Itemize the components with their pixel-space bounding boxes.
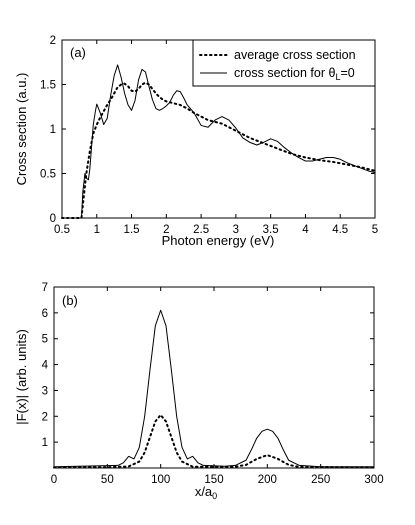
x-tick-label-a-0: 0.5 <box>54 224 70 236</box>
y-tick-label-b-5: 6 <box>42 308 48 320</box>
x-tick-label-a-8: 4.5 <box>332 224 348 236</box>
x-tick-label-b-1: 50 <box>101 474 114 486</box>
y-tick-label-b-6: 7 <box>42 282 48 294</box>
y-tick-label-b-1: 2 <box>42 411 48 423</box>
panel-b-xlabel-sub: 0 <box>212 491 217 501</box>
x-tick-label-b-2: 100 <box>151 474 170 486</box>
y-tick-label-b-2: 3 <box>42 385 48 397</box>
y-tick-label-b-3: 4 <box>42 360 49 372</box>
panel-b-series <box>53 309 375 469</box>
panel-b-ylabel: |F(x)| (arb. units) <box>14 329 29 425</box>
series-a-dotted-line <box>61 81 376 219</box>
x-tick-label-b-3: 150 <box>204 474 223 486</box>
x-tick-label-a-2: 1.5 <box>124 224 140 236</box>
y-tick-label-a-3: 1.5 <box>40 80 56 92</box>
panel-a-xlabel: Photon energy (eV) <box>162 233 275 248</box>
panel-b-xlabel: x/a0 <box>195 484 217 501</box>
legend-label-theta-sub: L <box>335 72 340 82</box>
y-tick-label-a-2: 1 <box>50 124 56 136</box>
series-a-solid-line <box>62 64 376 219</box>
panel-a-legend: average cross section cross section for … <box>192 39 376 87</box>
y-tick-label-b-4: 5 <box>42 334 48 346</box>
y-tick-label-b-0: 1 <box>42 437 48 449</box>
x-tick-label-a-7: 4 <box>302 224 309 236</box>
legend-box <box>192 39 376 87</box>
panel-a-tag: (a) <box>70 45 86 60</box>
legend-label-average: average cross section <box>234 48 356 62</box>
x-tick-label-a-9: 5 <box>372 224 378 236</box>
x-tick-label-a-4: 2.5 <box>193 224 209 236</box>
panel-b-ticks: 0 50 100 150 200 250 300 1 2 3 4 5 6 7 <box>42 282 384 486</box>
series-b-solid-line <box>53 309 374 468</box>
x-tick-label-b-4: 200 <box>258 474 277 486</box>
legend-label-theta: cross section for θL=0 <box>234 66 355 82</box>
panel-a-ticks: 0.5 1 1.5 2 2.5 3 3.5 4 4.5 500.511.52 <box>40 35 378 236</box>
x-tick-label-a-5: 3 <box>233 224 239 236</box>
y-tick-label-a-0: 0 <box>50 213 56 225</box>
x-tick-label-b-6: 300 <box>364 474 383 486</box>
x-tick-label-b-5: 250 <box>311 474 330 486</box>
x-tick-label-a-3: 2 <box>163 224 169 236</box>
x-tick-label-a-1: 1 <box>94 224 100 236</box>
panel-b-frame <box>53 286 375 469</box>
legend-label-theta-prefix: cross section for θ <box>234 66 335 80</box>
legend-label-theta-suffix: =0 <box>340 66 354 80</box>
panel-a: 0.5 1 1.5 2 2.5 3 3.5 4 4.5 500.511.52 (a) Photon… <box>14 35 378 248</box>
y-tick-label-a-4: 2 <box>50 35 56 47</box>
panel-b-xlabel-main: x/a <box>195 484 213 499</box>
series-b-dotted-line <box>53 413 375 469</box>
panel-a-series <box>61 64 376 219</box>
panel-a-ylabel: Cross section (a.u.) <box>14 73 29 186</box>
x-tick-label-a-6: 3.5 <box>263 224 279 236</box>
panel-b-tag: (b) <box>62 293 78 308</box>
y-tick-label-a-1: 0.5 <box>40 169 56 181</box>
x-tick-label-b-0: 0 <box>51 474 57 486</box>
